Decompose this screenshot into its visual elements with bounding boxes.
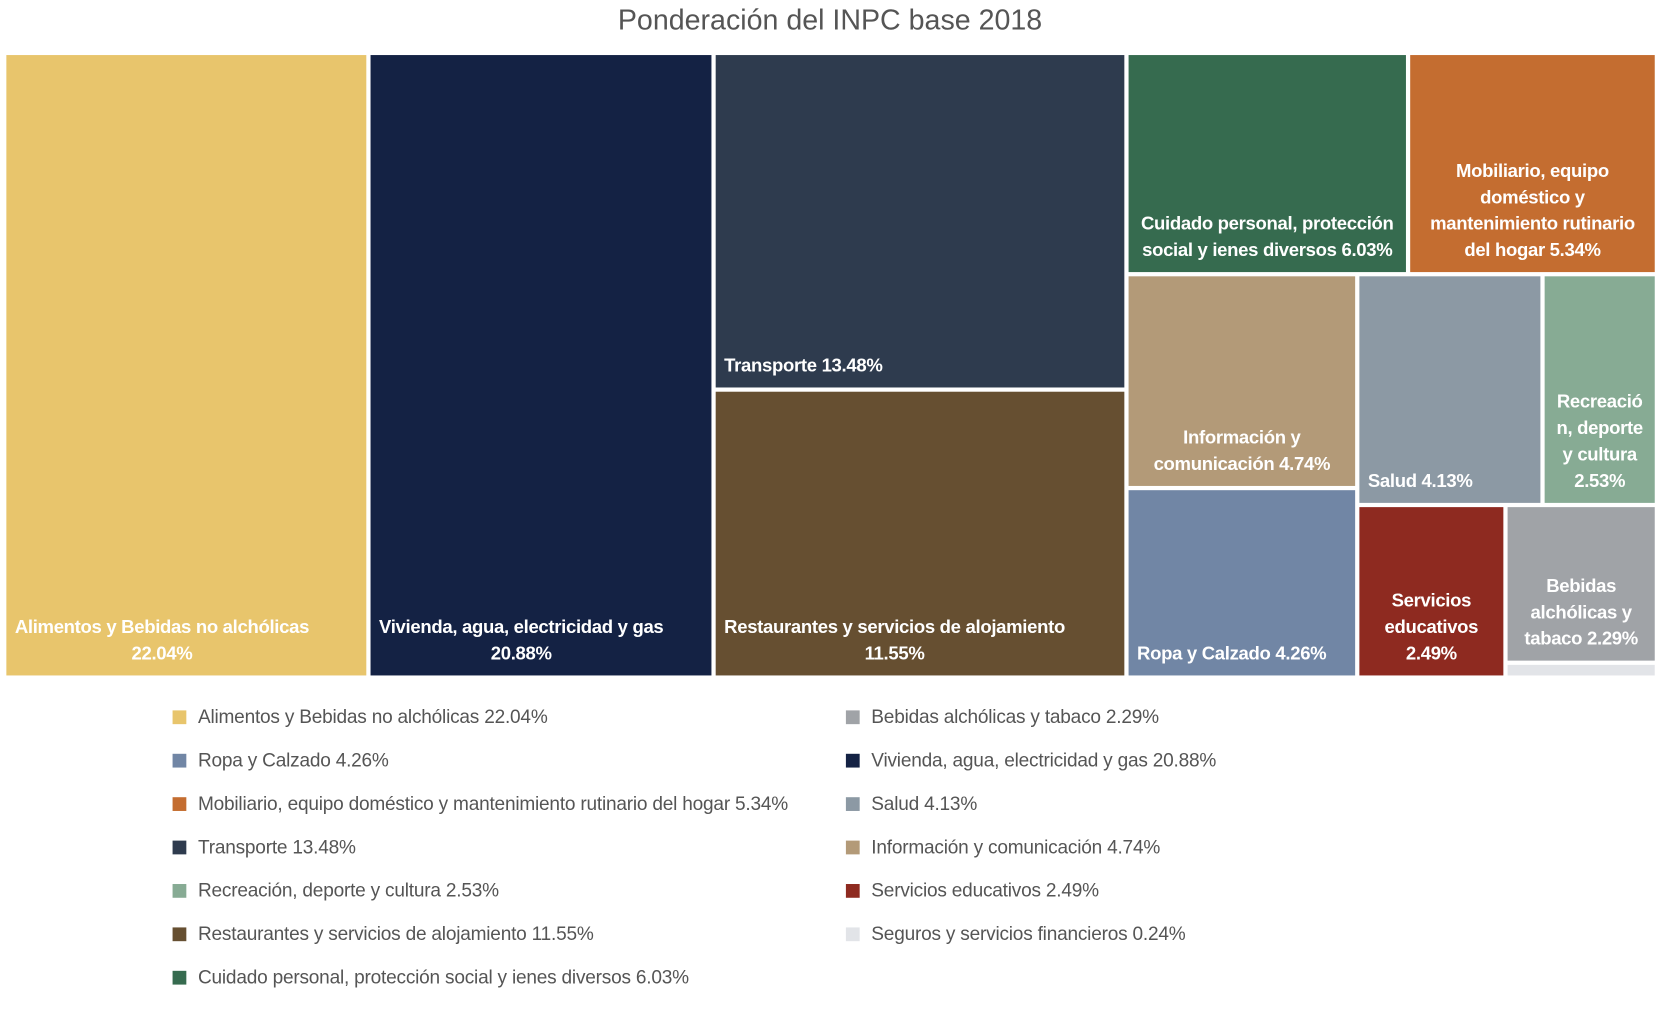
cell-value: 6.03% xyxy=(1341,239,1393,261)
treemap-cell: Mobiliario, equipo doméstico y mantenimi… xyxy=(1410,55,1655,273)
legend-label: Bebidas alchólicas y tabaco 2.29% xyxy=(871,706,1159,728)
legend-item: Seguros y servicios financieros 0.24% xyxy=(845,923,1186,945)
legend-swatch xyxy=(172,840,187,855)
legend-swatch xyxy=(172,753,187,768)
chart-title: Ponderación del INPC base 2018 xyxy=(617,4,1043,36)
legend-swatch xyxy=(172,710,187,725)
treemap-cell: Cuidado personal, protección social y ie… xyxy=(1128,55,1406,273)
legend-item: Salud 4.13% xyxy=(845,792,978,815)
treemap-cell: Transporte 13.48% xyxy=(715,55,1125,388)
legend-item: Cuidado personal, protección social y ie… xyxy=(172,966,689,989)
cell-label: Bebidas alchólicas y tabaco 2.29% xyxy=(1516,573,1646,652)
cell-label: Restaurantes y servicios de alojamiento … xyxy=(724,614,1065,667)
cell-name: Cuidado personal, protección social y ie… xyxy=(1140,212,1394,261)
cell-value: 4.13% xyxy=(1421,470,1473,492)
treemap-cell: Servicios educativos 2.49% xyxy=(1359,507,1504,676)
legend-label: Transporte 13.48% xyxy=(197,836,356,858)
legend-label: Alimentos y Bebidas no alchólicas 22.04% xyxy=(197,706,548,728)
legend-label: Información y comunicación 4.74% xyxy=(871,836,1161,858)
cell-name: Vivienda, agua, electricidad y gas xyxy=(379,616,664,638)
cell-label: Vivienda, agua, electricidad y gas 20.88… xyxy=(379,614,664,667)
cell-value: 5.34% xyxy=(1549,239,1601,261)
legend-item: Bebidas alchólicas y tabaco 2.29% xyxy=(845,706,1159,728)
cell-value: 4.26% xyxy=(1275,642,1327,664)
treemap-cell: Salud 4.13% xyxy=(1359,276,1541,503)
legend-item: Restaurantes y servicios de alojamiento … xyxy=(172,923,594,945)
cell-label: Alimentos y Bebidas no alchólicas 22.04% xyxy=(14,614,310,667)
legend-label: Servicios educativos 2.49% xyxy=(871,879,1099,901)
legend-label: Cuidado personal, protección social y ie… xyxy=(197,966,689,988)
treemap-cell xyxy=(1507,664,1655,676)
treemap-cell: Recreación, deporte y cultura 2.53% xyxy=(1544,276,1655,503)
legend-label: Ropa y Calzado 4.26% xyxy=(197,749,389,771)
treemap-cell: Alimentos y Bebidas no alchólicas 22.04% xyxy=(6,55,367,676)
cell-label: Mobiliario, equipo doméstico y mantenimi… xyxy=(1419,158,1647,264)
cell-name: Información y comunicación xyxy=(1153,426,1301,475)
legend-swatch xyxy=(172,884,187,898)
treemap-cell: Bebidas alchólicas y tabaco 2.29% xyxy=(1507,507,1655,661)
legend-swatch xyxy=(172,927,187,942)
cell-name: Salud xyxy=(1367,470,1422,492)
cell-label: Recreación, deporte y cultura 2.53% xyxy=(1553,389,1646,495)
cell-label: Ropa y Calzado 4.26% xyxy=(1137,641,1327,667)
legend-label: Mobiliario, equipo doméstico y mantenimi… xyxy=(197,792,789,815)
legend-item: Ropa y Calzado 4.26% xyxy=(172,749,389,772)
cell-value: 22.04% xyxy=(131,642,193,664)
legend-item: Recreación, deporte y cultura 2.53% xyxy=(172,879,499,902)
cell-value: 2.49% xyxy=(1405,642,1457,664)
cell-name: Restaurantes y servicios de alojamiento xyxy=(724,616,1065,638)
legend-swatch xyxy=(845,840,860,855)
legend-label: Vivienda, agua, electricidad y gas 20.88… xyxy=(871,749,1217,771)
legend-item: Mobiliario, equipo doméstico y mantenimi… xyxy=(172,792,789,815)
cell-name: Ropa y Calzado xyxy=(1137,642,1276,664)
legend-item: Alimentos y Bebidas no alchólicas 22.04% xyxy=(172,706,548,728)
legend-swatch xyxy=(845,753,860,768)
legend-swatch xyxy=(845,884,860,898)
cell-name: Transporte xyxy=(724,354,822,376)
cell-value: 13.48% xyxy=(821,354,883,376)
cell-value: 20.88% xyxy=(490,642,552,664)
legend-item: Servicios educativos 2.49% xyxy=(845,879,1099,902)
cell-value: 2.53% xyxy=(1574,470,1626,492)
legend-label: Recreación, deporte y cultura 2.53% xyxy=(197,879,499,901)
cell-name: Recreación, deporte y cultura xyxy=(1556,390,1644,465)
legend-swatch xyxy=(845,710,860,725)
cell-value: 2.29% xyxy=(1587,627,1638,649)
treemap-cell: Restaurantes y servicios de alojamiento … xyxy=(715,391,1125,676)
legend-label: Seguros y servicios financieros 0.24% xyxy=(871,923,1186,945)
cell-label: Salud 4.13% xyxy=(1368,468,1473,494)
cell-value: 4.74% xyxy=(1279,453,1331,475)
cell-name: Bebidas alchólicas y tabaco xyxy=(1524,574,1632,649)
legend-item: Transporte 13.48% xyxy=(172,836,356,858)
cell-name: Mobiliario, equipo doméstico y mantenimi… xyxy=(1430,159,1635,261)
legend-label: Restaurantes y servicios de alojamiento … xyxy=(197,923,594,945)
cell-name: Servicios educativos xyxy=(1384,589,1479,638)
cell-label: Información y comunicación 4.74% xyxy=(1137,425,1347,478)
legend-item: Información y comunicación 4.74% xyxy=(845,836,1161,858)
cell-label: Cuidado personal, protección social y ie… xyxy=(1137,211,1397,264)
legend-item: Vivienda, agua, electricidad y gas 20.88… xyxy=(845,749,1217,772)
treemap-cell: Ropa y Calzado 4.26% xyxy=(1128,490,1356,676)
treemap-cell: Información y comunicación 4.74% xyxy=(1128,276,1356,486)
cell-value: 11.55% xyxy=(864,642,925,664)
legend-swatch xyxy=(172,797,187,811)
legend-swatch xyxy=(845,927,860,942)
legend-swatch xyxy=(172,970,187,985)
legend-label: Salud 4.13% xyxy=(871,792,978,815)
treemap-cell: Vivienda, agua, electricidad y gas 20.88… xyxy=(370,55,712,676)
cell-name: Alimentos y Bebidas no alchólicas xyxy=(14,616,310,638)
cell-label: Transporte 13.48% xyxy=(724,353,883,379)
legend-swatch xyxy=(845,797,860,811)
cell-label: Servicios educativos 2.49% xyxy=(1368,588,1495,667)
